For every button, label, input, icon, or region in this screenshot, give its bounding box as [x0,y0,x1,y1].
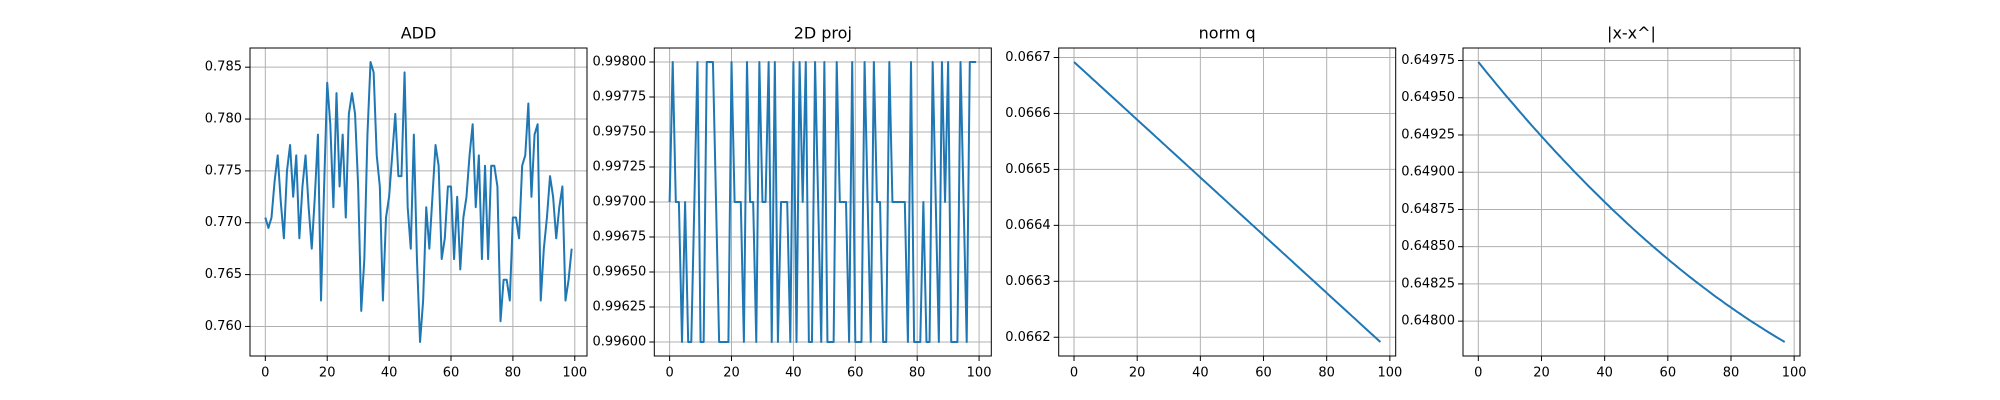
y-tick-label: 0.765 [205,267,242,282]
x-tick-label: 20 [1129,366,1146,381]
y-tick-label: 0.99775 [593,90,647,105]
x-tick-label: 20 [723,366,740,381]
y-tick-label: 0.0663 [1005,274,1051,289]
y-tick-label: 0.0664 [1005,218,1051,233]
subplot: |x-x^| 0 20 40 60 80 100 0.64800 0.64825 0.64850 0… [1401,24,1806,381]
axes-frame [1058,47,1397,357]
x-tick-label: 40 [1596,366,1613,381]
y-tick-label: 0.770 [205,215,242,230]
y-tick-label: 0.64975 [1401,53,1455,68]
y-tick-label: 0.760 [205,319,242,334]
subplot-title: 2D proj [794,24,852,43]
x-tick-label: 60 [443,366,460,381]
x-tick-label: 100 [967,366,992,381]
y-tick-label: 0.785 [205,60,242,75]
x-tick-label: 40 [1192,366,1209,381]
y-tick-label: 0.99650 [593,265,647,280]
x-tick-label: 0 [1070,366,1078,381]
data-line [1073,61,1382,343]
x-tick-label: 80 [505,366,522,381]
x-tick-label: 0 [261,366,269,381]
y-tick-label: 0.64925 [1401,127,1455,142]
subplot: norm q 0 20 40 60 80 100 0.0662 0.0663 0.0664 0.06… [1005,24,1402,381]
y-tick-label: 0.0662 [1005,330,1051,345]
y-tick-label: 0.780 [205,112,242,127]
x-tick-label: 100 [1377,366,1402,381]
y-tick-label: 0.99700 [593,195,647,210]
y-tick-label: 0.0665 [1005,162,1051,177]
x-tick-label: 100 [1782,366,1807,381]
x-tick-label: 60 [1255,366,1272,381]
x-tick-label: 100 [562,366,587,381]
y-tick-label: 0.64950 [1401,90,1455,105]
y-tick-label: 0.64900 [1401,165,1455,180]
x-tick-label: 40 [381,366,398,381]
y-tick-label: 0.99800 [593,55,647,70]
data-line [1477,61,1786,343]
subplot-title: norm q [1199,24,1256,43]
data-line [264,61,573,343]
y-tick-label: 0.64850 [1401,239,1455,254]
y-tick-label: 0.99675 [593,230,647,245]
y-tick-label: 0.0666 [1005,106,1051,121]
x-tick-label: 0 [665,366,673,381]
y-tick-label: 0.99625 [593,300,647,315]
y-tick-label: 0.64825 [1401,276,1455,291]
subplot: 2D proj 0 20 40 60 80 100 0.99600 0.99625 0.99650… [593,24,992,381]
data-line [668,61,976,343]
axes-frame [1462,47,1801,357]
subplot-title: ADD [401,24,437,43]
x-tick-label: 40 [785,366,802,381]
x-tick-label: 80 [1318,366,1335,381]
y-tick-label: 0.99600 [593,335,647,350]
x-tick-label: 80 [909,366,926,381]
subplot-title: |x-x^| [1607,24,1656,43]
axes-frame [653,47,992,357]
x-tick-label: 20 [319,366,336,381]
subplot: ADD 0 20 40 60 80 100 0.760 0.765 0.770 0.775 0.780… [205,24,588,381]
y-tick-label: 0.64800 [1401,314,1455,329]
y-tick-label: 0.99750 [593,125,647,140]
x-tick-label: 0 [1474,366,1482,381]
x-tick-label: 20 [1533,366,1550,381]
x-tick-label: 60 [847,366,864,381]
axes-frame [249,47,588,357]
y-tick-label: 0.99725 [593,160,647,175]
y-tick-label: 0.0667 [1005,50,1051,65]
x-tick-label: 80 [1723,366,1740,381]
y-tick-label: 0.64875 [1401,202,1455,217]
y-tick-label: 0.775 [205,163,242,178]
x-tick-label: 60 [1660,366,1677,381]
